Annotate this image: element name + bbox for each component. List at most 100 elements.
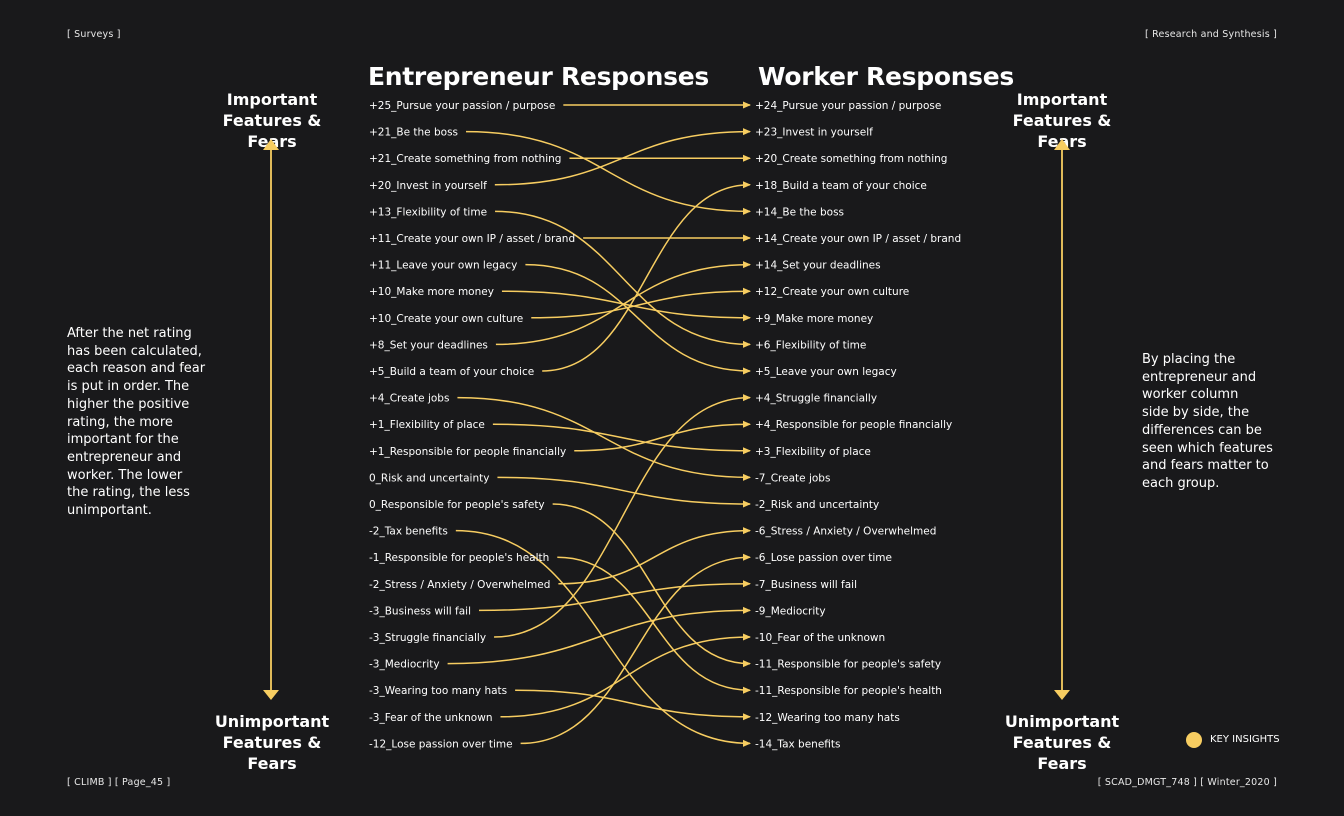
worker-item: +5_Leave your own legacy bbox=[755, 366, 897, 378]
note-line: higher the positive bbox=[67, 396, 190, 412]
note-line: important for the bbox=[67, 432, 179, 448]
worker-item: -7_Business will fail bbox=[755, 579, 857, 591]
entrepreneur-item: -2_Stress / Anxiety / Overwhelmed bbox=[369, 579, 550, 591]
worker-item: +20_Create something from nothing bbox=[755, 153, 947, 165]
worker-item: +14_Create your own IP / asset / brand bbox=[755, 233, 961, 245]
note-line: has been calculated, bbox=[67, 343, 202, 359]
connector-arrow bbox=[457, 396, 751, 481]
entrepreneur-column-title: Entrepreneur Responses bbox=[368, 62, 709, 91]
worker-item: -11_Responsible for people's health bbox=[755, 685, 942, 697]
entrepreneur-item: -3_Wearing too many hats bbox=[369, 685, 507, 697]
right-explanation-note: By placing the entrepreneur and worker c… bbox=[1142, 351, 1273, 493]
connector-arrow bbox=[500, 633, 751, 718]
entrepreneur-item: +8_Set your deadlines bbox=[369, 339, 488, 351]
worker-item: -12_Wearing too many hats bbox=[755, 712, 900, 724]
connector-arrow bbox=[515, 689, 751, 721]
worker-item: +3_Flexibility of place bbox=[755, 446, 871, 458]
entrepreneur-item: -2_Tax benefits bbox=[369, 526, 448, 538]
worker-item: -6_Lose passion over time bbox=[755, 552, 892, 564]
entrepreneur-item: 0_Risk and uncertainty bbox=[369, 472, 489, 484]
connector-arrow bbox=[466, 130, 751, 215]
entrepreneur-item: +1_Flexibility of place bbox=[369, 419, 485, 431]
note-line: By placing the bbox=[1142, 352, 1236, 367]
note-line: unimportant. bbox=[67, 503, 152, 519]
footer-right: [ SCAD_DMGT_748 ] [ Winter_2020 ] bbox=[1097, 777, 1277, 788]
worker-item: +23_Invest in yourself bbox=[755, 127, 873, 139]
connector-arrow bbox=[574, 420, 751, 452]
entrepreneur-item: +4_Create jobs bbox=[369, 393, 449, 405]
entrepreneur-item: +11_Create your own IP / asset / brand bbox=[369, 233, 575, 245]
worker-item: +6_Flexibility of time bbox=[755, 339, 866, 351]
entrepreneur-item: +21_Create something from nothing bbox=[369, 153, 561, 165]
worker-item: +4_Responsible for people financially bbox=[755, 419, 952, 431]
right-important-line1: Important bbox=[1016, 90, 1108, 109]
left-important-label: Important Features & Fears bbox=[202, 89, 342, 152]
left-explanation-note: After the net rating has been calculated… bbox=[67, 325, 205, 520]
entrepreneur-item: -3_Fear of the unknown bbox=[369, 712, 492, 724]
connector-arrow bbox=[542, 181, 751, 372]
entrepreneur-item: -3_Business will fail bbox=[369, 605, 471, 617]
connector-arrow bbox=[494, 128, 751, 186]
note-line: entrepreneur and bbox=[67, 449, 182, 465]
note-line: rating, the more bbox=[67, 414, 173, 430]
worker-item: +9_Make more money bbox=[755, 313, 873, 325]
connector-arrow bbox=[495, 210, 751, 348]
entrepreneur-item: +1_Responsible for people financially bbox=[369, 446, 566, 458]
right-important-label: Important Features & Fears bbox=[992, 89, 1132, 152]
left-scale-arrow bbox=[263, 139, 279, 700]
left-important-line1: Important bbox=[226, 90, 318, 109]
note-line: the rating, the less bbox=[67, 485, 190, 501]
worker-item: -6_Stress / Anxiety / Overwhelmed bbox=[755, 526, 936, 538]
worker-item: +4_Struggle financially bbox=[755, 393, 877, 405]
left-unimportant-line1: Unimportant bbox=[214, 712, 330, 731]
right-unimportant-line1: Unimportant bbox=[1004, 712, 1120, 731]
right-unimportant-label: Unimportant Features & Fears bbox=[992, 711, 1132, 774]
worker-response-list: +24_Pursue your passion / purpose +23_Inv… bbox=[755, 100, 961, 750]
entrepreneur-item: +25_Pursue your passion / purpose bbox=[369, 100, 555, 112]
worker-item: -2_Risk and uncertainty bbox=[755, 499, 879, 511]
entrepreneur-item: +10_Create your own culture bbox=[369, 313, 523, 325]
connector-arrow bbox=[525, 263, 751, 375]
worker-item: +24_Pursue your passion / purpose bbox=[755, 100, 941, 112]
entrepreneur-item: -3_Struggle financially bbox=[369, 632, 486, 644]
connector-arrow bbox=[497, 476, 751, 508]
left-important-line2: Features & Fears bbox=[222, 111, 322, 151]
note-line: side by side, the bbox=[1142, 405, 1250, 421]
connector-arrow bbox=[501, 290, 751, 322]
right-scale-arrow bbox=[1054, 139, 1070, 700]
left-unimportant-label: Unimportant Features & Fears bbox=[202, 711, 342, 774]
note-line: each group. bbox=[1142, 475, 1220, 491]
entrepreneur-item: -12_Lose passion over time bbox=[369, 738, 513, 750]
worker-item: -10_Fear of the unknown bbox=[755, 632, 885, 644]
entrepreneur-item: -1_Responsible for people's health bbox=[369, 552, 549, 564]
left-unimportant-line2: Features & Fears bbox=[222, 733, 322, 773]
connector-arrow bbox=[492, 423, 751, 455]
entrepreneur-item: +13_Flexibility of time bbox=[369, 206, 487, 218]
note-line: each reason and fear bbox=[67, 361, 206, 377]
entrepreneur-response-list: +25_Pursue your passion / purpose +21_Be … bbox=[369, 100, 575, 750]
connector-arrow bbox=[447, 606, 751, 665]
connector-arrow bbox=[531, 287, 751, 319]
entrepreneur-item: 0_Responsible for people's safety bbox=[369, 499, 545, 511]
key-insights-dot bbox=[1186, 732, 1202, 748]
note-line: After the net rating bbox=[67, 326, 192, 341]
worker-item: -14_Tax benefits bbox=[755, 738, 841, 750]
connector-lines bbox=[447, 101, 751, 747]
note-line: differences can be bbox=[1142, 422, 1262, 438]
connector-arrow bbox=[455, 529, 751, 747]
header-right: [ Research and Synthesis ] bbox=[1145, 29, 1277, 40]
connector-arrow bbox=[494, 394, 751, 638]
note-line: worker. The lower bbox=[67, 467, 183, 483]
worker-item: +12_Create your own culture bbox=[755, 286, 909, 298]
entrepreneur-item: +21_Be the boss bbox=[369, 127, 458, 139]
right-unimportant-line2: Features & Fears bbox=[1012, 733, 1112, 773]
worker-item: +18_Build a team of your choice bbox=[755, 180, 927, 192]
entrepreneur-item: +20_Invest in yourself bbox=[369, 180, 487, 192]
connector-arrow bbox=[552, 503, 751, 668]
entrepreneur-item: +10_Make more money bbox=[369, 286, 494, 298]
note-line: entrepreneur and bbox=[1142, 369, 1257, 385]
entrepreneur-item: +11_Leave your own legacy bbox=[369, 260, 517, 272]
entrepreneur-item: +5_Build a team of your choice bbox=[369, 366, 534, 378]
worker-item: -7_Create jobs bbox=[755, 472, 830, 484]
